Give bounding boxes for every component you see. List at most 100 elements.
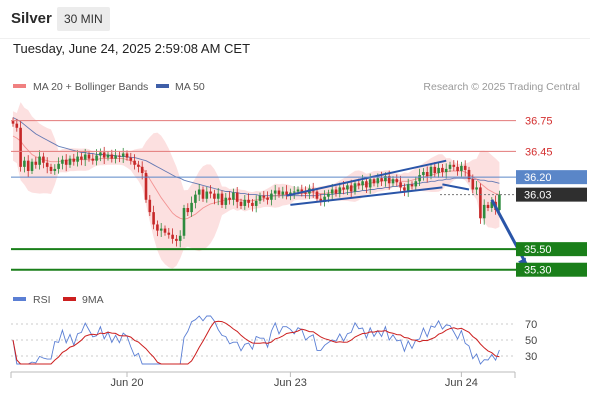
candle-body bbox=[387, 176, 391, 184]
candle-body bbox=[163, 228, 167, 233]
timestamp: Tuesday, June 24, 2025 2:59:08 AM CET bbox=[13, 41, 251, 56]
candle-body bbox=[433, 166, 437, 174]
candle-body bbox=[224, 197, 228, 205]
candle-body bbox=[475, 187, 478, 190]
candle-body bbox=[144, 173, 148, 200]
candle-body bbox=[171, 234, 174, 239]
rsi-ma-legend-swatch bbox=[63, 297, 76, 301]
candle-body bbox=[30, 161, 34, 171]
candle-body bbox=[167, 232, 171, 235]
level-label-36-03: 36.03 bbox=[524, 190, 552, 202]
candle-body bbox=[414, 181, 418, 187]
candle-body bbox=[338, 187, 342, 194]
candle-body bbox=[140, 166, 144, 174]
candle-body bbox=[277, 190, 281, 195]
ma50-legend-label: MA 50 bbox=[175, 81, 205, 93]
candle-body bbox=[460, 165, 463, 171]
rsi-tick-label: 30 bbox=[525, 351, 537, 363]
candle-body bbox=[110, 154, 114, 159]
bollinger-legend-swatch bbox=[13, 84, 26, 88]
level-tag-36-20 bbox=[516, 170, 587, 185]
candle-body bbox=[45, 162, 49, 167]
candle-body bbox=[209, 191, 212, 194]
candle-body bbox=[156, 224, 159, 231]
level-label-36-45: 36.45 bbox=[525, 146, 553, 158]
candle-body bbox=[148, 199, 152, 213]
candle-body bbox=[441, 167, 444, 172]
time-axis: Jun 20 Jun 23 Jun 24 bbox=[10, 371, 516, 389]
candle-body bbox=[243, 199, 247, 206]
candle-body bbox=[125, 153, 129, 158]
candle-body bbox=[129, 157, 133, 161]
candle-body bbox=[76, 156, 79, 162]
candle-body bbox=[254, 200, 258, 206]
candle-body bbox=[19, 127, 22, 167]
candle-body bbox=[228, 197, 231, 200]
price-plot-area bbox=[11, 102, 528, 269]
candle-body bbox=[452, 164, 456, 167]
instrument-title: Silver bbox=[11, 10, 52, 27]
candle-body bbox=[304, 192, 307, 194]
rsi-legend-swatch bbox=[13, 297, 26, 301]
candle-body bbox=[463, 165, 467, 170]
candle-body bbox=[194, 194, 197, 203]
candle-body bbox=[106, 154, 110, 158]
rsi-tick-label: 70 bbox=[525, 319, 537, 331]
candle-body bbox=[232, 192, 235, 200]
candle-body bbox=[281, 191, 285, 195]
interval-badge[interactable]: 30 MIN bbox=[57, 7, 110, 31]
candle-body bbox=[53, 168, 57, 171]
candle-body bbox=[467, 169, 471, 180]
time-tick-label: Jun 20 bbox=[110, 377, 143, 389]
candle-body bbox=[239, 201, 243, 206]
level-label-35-50: 35.50 bbox=[524, 244, 552, 256]
candle-body bbox=[83, 154, 87, 160]
candle-body bbox=[114, 155, 117, 159]
candle-body bbox=[498, 194, 501, 211]
candle-body bbox=[258, 195, 262, 201]
candle-body bbox=[285, 191, 288, 195]
ma50-legend-swatch bbox=[156, 84, 169, 88]
candle-body bbox=[315, 191, 319, 199]
candle-body bbox=[395, 179, 399, 183]
candle-body bbox=[372, 179, 376, 184]
candle-body bbox=[410, 184, 414, 187]
candle-body bbox=[342, 187, 345, 190]
candle-body bbox=[197, 189, 201, 195]
breakout-line bbox=[442, 183, 470, 191]
candle-body bbox=[425, 172, 429, 177]
candle-body bbox=[91, 158, 95, 161]
candle-body bbox=[368, 179, 372, 188]
level-tag-36-03 bbox=[516, 187, 587, 202]
candle-body bbox=[57, 163, 60, 169]
bollinger-band-fill bbox=[13, 102, 500, 269]
level-label-36-75: 36.75 bbox=[525, 116, 553, 128]
candle-body bbox=[102, 152, 106, 158]
level-tag-35-50 bbox=[516, 242, 587, 257]
candle-body bbox=[292, 191, 296, 193]
candle-body bbox=[471, 179, 475, 190]
candle-body bbox=[273, 190, 277, 194]
candle-body bbox=[289, 192, 292, 195]
candle-body bbox=[137, 164, 140, 167]
candle-body bbox=[319, 198, 323, 202]
candle-body bbox=[190, 202, 193, 213]
candle-body bbox=[403, 187, 406, 191]
candle-body bbox=[247, 199, 250, 203]
candle-body bbox=[213, 193, 216, 199]
candle-body bbox=[87, 154, 91, 159]
candle-body bbox=[330, 189, 334, 194]
copyright-text: Research © 2025 Trading Central bbox=[423, 81, 580, 93]
candle-body bbox=[34, 161, 38, 165]
candle-body bbox=[175, 238, 178, 241]
candle-body bbox=[353, 183, 357, 192]
level-label-36-20: 36.20 bbox=[524, 172, 552, 184]
candle-body bbox=[486, 204, 490, 208]
candle-body bbox=[68, 158, 72, 165]
channel-lower-line bbox=[290, 186, 443, 206]
candle-body bbox=[186, 208, 190, 213]
rsi-line bbox=[12, 315, 500, 365]
candle-body bbox=[152, 212, 155, 225]
candle-body bbox=[133, 160, 136, 165]
time-tick-label: Jun 24 bbox=[445, 377, 478, 389]
